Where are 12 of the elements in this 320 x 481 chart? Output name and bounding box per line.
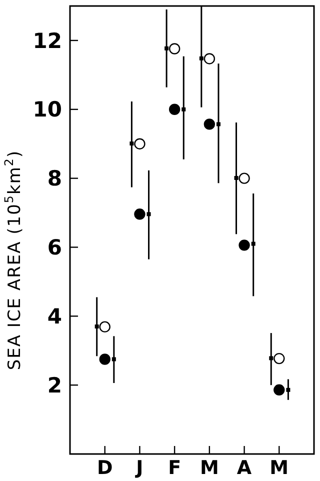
y-tick-label: 10 bbox=[32, 98, 62, 122]
x-tick-label: J bbox=[134, 457, 144, 479]
x-tick-label: M bbox=[200, 457, 219, 479]
y-tick-label: 12 bbox=[32, 28, 62, 53]
y-tick-label: 8 bbox=[47, 166, 62, 191]
x-tick-label: M bbox=[270, 457, 289, 479]
y-tick-label: 6 bbox=[47, 236, 62, 260]
y-tick-label: 2 bbox=[47, 373, 62, 398]
x-tick-label: A bbox=[236, 457, 252, 479]
x-tick-label: D bbox=[96, 457, 113, 479]
x-tick-label: F bbox=[168, 457, 182, 479]
y-tick-label: 4 bbox=[47, 304, 62, 329]
